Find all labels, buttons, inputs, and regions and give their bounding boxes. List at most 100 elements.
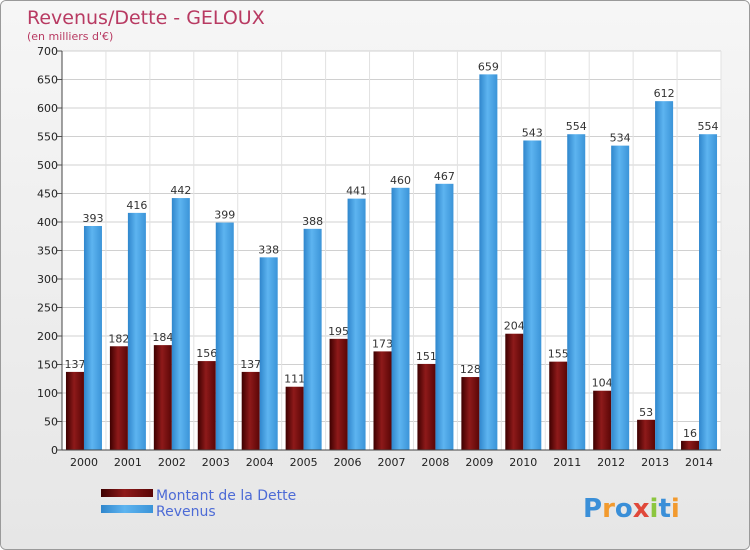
x-tick-label: 2014 [685,456,713,469]
bar-dette [593,390,612,450]
data-label: 534 [610,132,631,145]
data-label: 543 [522,126,543,139]
bar-revenus [83,225,102,450]
y-tick-label: 600 [37,102,58,115]
x-tick-label: 2003 [202,456,230,469]
data-label: 554 [698,120,719,133]
data-label: 388 [302,215,323,228]
data-label: 53 [639,406,653,419]
data-label: 204 [504,320,525,333]
data-label: 151 [416,350,437,363]
x-tick-label: 2013 [641,456,669,469]
plot-area: 0 50 100 150 200 250 300 350 400 450 500 550 600 650 7… [37,45,722,469]
bar-revenus [215,222,234,450]
y-tick-label: 500 [37,159,58,172]
bar-dette [549,361,568,450]
bar-dette [197,361,216,450]
bar-dette [241,371,260,450]
x-tick-label: 2010 [509,456,537,469]
y-tick-label: 100 [37,387,58,400]
bar-revenus [479,74,498,451]
x-tick-label: 2008 [421,456,449,469]
chart-subtitle: (en milliers d'€) [27,30,113,43]
data-label: 156 [196,347,217,360]
bar-revenus [655,101,674,450]
legend-label: Revenus [156,504,216,520]
data-label: 173 [372,337,393,350]
bar-revenus [127,212,146,450]
chart-title: Revenus/Dette - GELOUX [27,7,265,29]
legend-swatch [101,505,153,513]
x-tick-label: 2005 [290,456,318,469]
x-tick-label: 2009 [465,456,493,469]
bar-revenus [567,134,586,450]
data-label: 182 [108,332,129,345]
bar-revenus [435,183,454,450]
proxiti-logo: Proxiti [583,494,680,524]
bar-revenus [523,140,542,451]
x-tick-label: 2004 [246,456,274,469]
y-tick-label: 650 [37,74,58,87]
y-tick-label: 350 [37,245,58,258]
data-label: 393 [82,212,103,225]
data-label: 184 [152,331,173,344]
y-tick-label: 50 [44,416,58,429]
x-tick-label: 2002 [158,456,186,469]
data-label: 104 [592,377,613,390]
y-tick-label: 450 [37,188,58,201]
data-label: 399 [214,209,235,222]
bar-revenus [391,187,410,451]
y-tick-label: 550 [37,131,58,144]
data-label: 111 [284,373,305,386]
bar-dette [461,377,480,450]
data-label: 554 [566,120,587,133]
bar-dette [109,346,128,450]
data-label: 659 [478,60,499,73]
y-tick-label: 150 [37,359,58,372]
data-label: 441 [346,185,367,198]
bar-dette [417,363,436,450]
y-tick-label: 0 [51,444,58,457]
x-tick-label: 2012 [597,456,625,469]
data-label: 460 [390,174,411,187]
bar-revenus [171,198,190,450]
y-tick-label: 400 [37,216,58,229]
y-tick-label: 200 [37,330,58,343]
y-tick-label: 700 [37,45,58,58]
x-tick-label: 2011 [553,456,581,469]
y-tick-label: 250 [37,302,58,315]
legend-swatch [101,489,153,497]
legend-label: Montant de la Dette [156,488,296,504]
bar-revenus [347,198,366,450]
bar-dette [681,440,700,450]
data-label: 137 [240,358,261,371]
x-tick-label: 2000 [70,456,98,469]
bar-dette [153,345,172,450]
bar-revenus [699,134,718,450]
x-tick-label: 2006 [334,456,362,469]
data-label: 195 [328,325,349,338]
data-label: 16 [683,427,697,440]
data-label: 442 [170,184,191,197]
data-label: 338 [258,243,279,256]
data-label: 155 [548,348,569,361]
y-tick-label: 300 [37,273,58,286]
logo-text: Proxiti [583,494,680,524]
bar-revenus [303,228,322,450]
bar-dette [285,386,304,450]
bar-revenus [611,145,630,450]
bar-dette [373,351,392,450]
data-label: 416 [126,199,147,212]
data-label: 467 [434,170,455,183]
bar-dette [505,333,524,450]
bar-dette [329,338,348,450]
bar-revenus [259,257,278,450]
data-label: 137 [64,358,85,371]
bar-dette [65,371,84,450]
x-tick-label: 2007 [378,456,406,469]
x-tick-label: 2001 [114,456,142,469]
data-label: 128 [460,363,481,376]
